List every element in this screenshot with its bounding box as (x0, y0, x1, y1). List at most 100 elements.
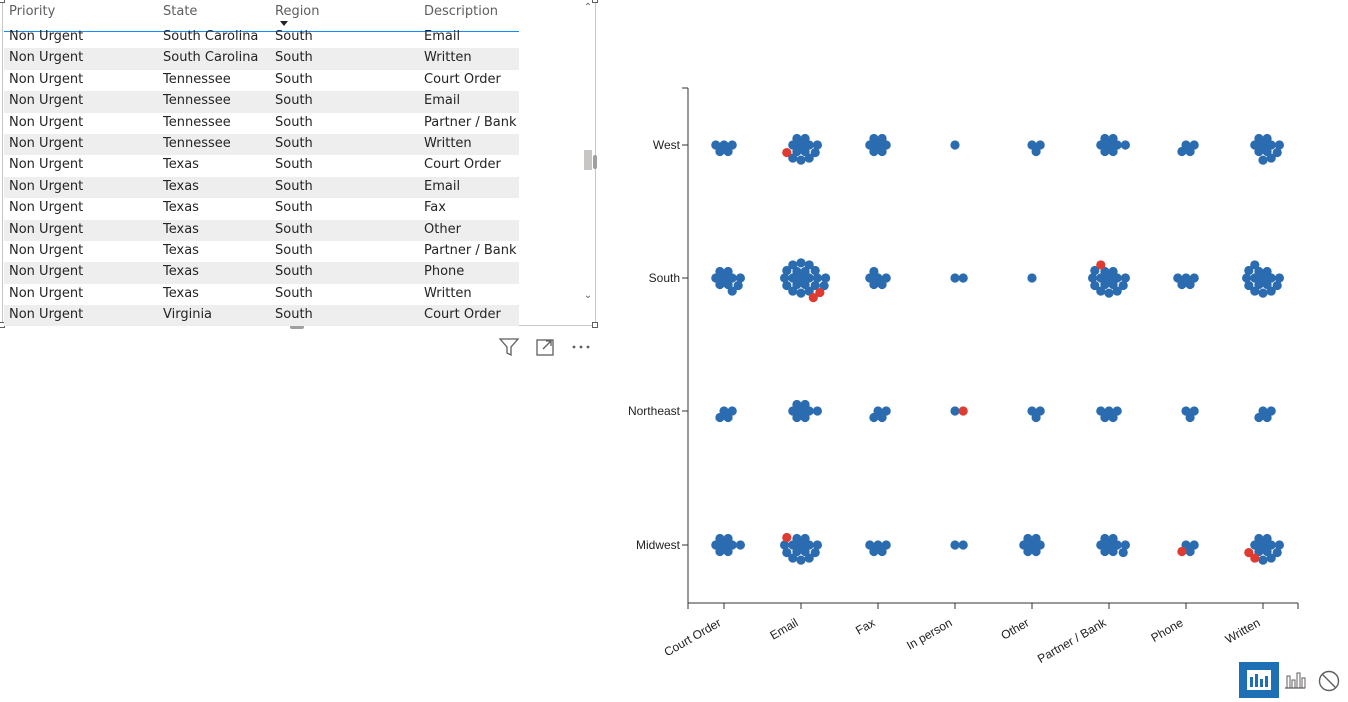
x-tick-label: Partner / Bank (1035, 615, 1109, 666)
bar-chart-icon[interactable] (1280, 662, 1310, 698)
data-point (1088, 273, 1098, 283)
data-point (1108, 533, 1118, 544)
table-visual[interactable]: Priority State Region Description Non Ur… (0, 0, 598, 329)
table-row[interactable]: Non Urgent Virginia South Court Order (4, 305, 519, 327)
focus-mode-icon[interactable] (534, 336, 556, 358)
resize-handle-right[interactable] (593, 155, 597, 169)
cell-description: Email (424, 178, 461, 194)
data-point (1258, 555, 1268, 565)
cell-state: Virginia (163, 307, 213, 323)
x-tick-label: Email (768, 615, 801, 642)
table-row[interactable]: Non Urgent Tennessee South Email (4, 91, 519, 113)
data-point (1096, 406, 1106, 416)
data-point (1120, 273, 1130, 283)
cell-state: South Carolina (163, 50, 259, 66)
chart-view-icon[interactable] (1239, 662, 1279, 698)
column-header-state[interactable]: State (163, 4, 198, 19)
resize-handle-top-right[interactable] (592, 0, 598, 3)
data-point (865, 540, 875, 550)
column-header-description[interactable]: Description (424, 4, 499, 19)
table-row[interactable]: Non Urgent Tennessee South Partner / Bank (4, 113, 519, 134)
data-point (727, 140, 737, 150)
cell-region: South (275, 242, 313, 258)
data-point-highlighted (1096, 260, 1106, 270)
data-point (804, 273, 814, 283)
cell-description: Other (424, 221, 461, 237)
table-row[interactable]: Non Urgent Texas South Partner / Bank (4, 241, 519, 262)
x-tick-label: In person (904, 615, 954, 652)
cell-priority: Non Urgent (9, 71, 84, 87)
cell-region: South (275, 71, 313, 87)
cell-description: Court Order (424, 307, 501, 323)
table-row[interactable]: Non Urgent Texas South Court Order (4, 155, 519, 176)
data-point (1096, 273, 1106, 283)
more-options-icon[interactable] (570, 336, 592, 358)
cell-description: Written (424, 135, 472, 151)
vertical-scrollbar[interactable]: ⌃ ⌄ (582, 0, 594, 318)
data-point (1244, 265, 1254, 276)
data-point (1108, 266, 1118, 277)
table-row[interactable]: Non Urgent Texas South Fax (4, 198, 519, 219)
data-point (796, 258, 806, 268)
data-point (810, 547, 820, 558)
data-point (796, 140, 806, 150)
data-point (1112, 540, 1122, 550)
data-point (1185, 546, 1195, 557)
data-point (804, 260, 814, 270)
data-point (1262, 146, 1272, 157)
data-point (782, 280, 792, 291)
block-icon[interactable] (1314, 662, 1344, 698)
resize-handle-bottom[interactable] (290, 325, 304, 329)
cell-region: South (275, 114, 313, 130)
table-row[interactable]: Non Urgent Texas South Phone (4, 262, 519, 284)
data-point (1173, 273, 1183, 283)
data-point (869, 146, 879, 157)
data-point (1266, 540, 1276, 550)
data-point (877, 146, 887, 157)
data-point (800, 266, 810, 277)
cell-priority: Non Urgent (9, 114, 84, 130)
data-point (1112, 406, 1122, 416)
y-tick-label: Northeast (628, 404, 681, 418)
data-point (804, 286, 814, 296)
data-point (1189, 406, 1199, 416)
scroll-up-icon[interactable]: ⌃ (583, 2, 593, 13)
cell-description: Written (424, 50, 472, 66)
scrollbar-thumb[interactable] (584, 150, 592, 170)
table-row[interactable]: Non Urgent South Carolina South Written (4, 48, 519, 70)
table-row[interactable]: Non Urgent Texas South Other (4, 219, 519, 241)
data-point (1031, 146, 1041, 157)
data-point (1100, 533, 1110, 544)
scroll-down-icon[interactable]: ⌄ (583, 290, 593, 301)
column-header-region[interactable]: Region (275, 4, 320, 19)
table-row[interactable]: Non Urgent Tennessee South Written (4, 133, 519, 156)
data-point (1250, 286, 1260, 296)
data-point (800, 399, 810, 410)
column-header-priority[interactable]: Priority (9, 4, 56, 19)
data-point (715, 546, 725, 557)
data-point (950, 140, 960, 150)
data-point (1090, 265, 1100, 276)
data-point (865, 140, 875, 150)
beeswarm-chart[interactable]: West South Northeast Midwest Court Order Emai… (600, 60, 1340, 670)
data-point (1031, 412, 1041, 423)
data-point (1181, 540, 1191, 550)
table-row[interactable]: Non Urgent Tennessee South Court Order (4, 70, 519, 91)
cell-state: Texas (163, 285, 199, 301)
cell-description: Written (424, 285, 472, 301)
data-point (711, 540, 721, 550)
resize-handle-top-left[interactable] (0, 0, 5, 3)
cell-priority: Non Urgent (9, 221, 84, 237)
table-row[interactable]: Non Urgent South Carolina South Email (4, 27, 519, 48)
data-point (792, 412, 802, 423)
cell-region: South (275, 50, 313, 66)
data-point (800, 546, 810, 557)
data-point (800, 279, 810, 290)
data-point (877, 279, 887, 290)
data-point (788, 140, 798, 150)
table-row[interactable]: Non Urgent Texas South Written (4, 284, 519, 305)
resize-handle-bottom-right[interactable] (592, 322, 598, 328)
filter-icon[interactable] (498, 336, 520, 358)
data-point-highlighted (815, 287, 825, 298)
table-row[interactable]: Non Urgent Texas South Email (4, 176, 519, 199)
